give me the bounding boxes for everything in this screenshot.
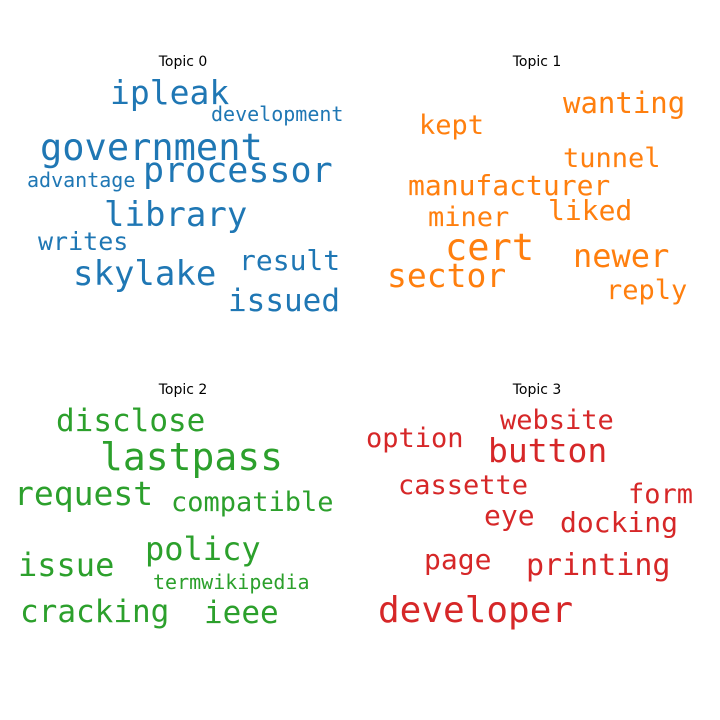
- topic-3-word-form: form: [628, 479, 693, 510]
- topic-3-word-printing: printing: [526, 548, 671, 583]
- topic-0-word-writes: writes: [38, 227, 128, 256]
- topic-0-panel: Topic 0 ipleakdevelopmentgovernmentproce…: [27, 54, 343, 319]
- topic-1-panel: Topic 1 wanting kept tunnelmanufacturerlik…: [387, 54, 687, 306]
- topic-3-word-button: button: [488, 431, 607, 470]
- topic-1-word-tunnel: tunnel: [563, 143, 661, 174]
- topic-1-word-miner: miner: [428, 202, 509, 233]
- topic-3-word-website: website: [500, 405, 614, 436]
- topic-2-word-ieee: ieee: [204, 595, 279, 631]
- topic-2-title: Topic 2: [158, 382, 208, 398]
- topic-0-word-library: library: [104, 195, 247, 235]
- topic-2-word-disclose: disclose: [56, 403, 205, 439]
- topic-3-word-cassette: cassette: [398, 470, 528, 501]
- topic-3-word-option: option: [366, 423, 464, 454]
- topic-0-word-processor: processor: [143, 151, 333, 191]
- topic-0-word-advantage: advantage: [27, 168, 135, 192]
- topic-2-word-issue: issue: [18, 546, 114, 584]
- topic-1-word-wanting: wanting: [563, 86, 685, 120]
- topic-1-word-manufacturer: manufacturer: [408, 169, 610, 202]
- topic-2-word-policy: policy: [145, 530, 261, 568]
- topic-2-word-cracking: cracking: [20, 594, 169, 630]
- topic-1-word-sector: sector: [387, 256, 506, 295]
- topic-0-word-development: development: [211, 102, 343, 126]
- topic-2-word-request: request: [14, 474, 153, 513]
- topic-1-word-cert: cert: [445, 226, 534, 269]
- topic-3-word-page: page: [424, 543, 491, 576]
- topic-3-word-eye: eye: [484, 499, 535, 532]
- topic-0-word-issued: issued: [228, 283, 340, 319]
- topic-2-word-compatible: compatible: [171, 487, 334, 518]
- topic-0-word-ipleak: ipleak: [110, 73, 229, 112]
- topic-3-title: Topic 3: [512, 382, 562, 398]
- topic-2-word-termwikipedia: termwikipedia: [153, 570, 310, 594]
- topic-1-word-newer: newer: [573, 237, 669, 275]
- topic-2-word-lastpass: lastpass: [100, 435, 283, 479]
- topic-3-word-developer: developer: [378, 590, 573, 631]
- topic-0-word-skylake: skylake: [73, 254, 216, 294]
- topic-1-title: Topic 1: [512, 54, 562, 70]
- topic-0-title: Topic 0: [158, 54, 208, 70]
- topic-0-word-government: government: [40, 126, 263, 169]
- topic-1-word-liked: liked: [548, 194, 632, 227]
- topic-1-word-reply: reply: [606, 275, 687, 306]
- topic-0-word-result: result: [239, 244, 340, 277]
- topic-3-word-docking: docking: [560, 506, 678, 539]
- topic-1-word-kept: kept: [419, 110, 484, 141]
